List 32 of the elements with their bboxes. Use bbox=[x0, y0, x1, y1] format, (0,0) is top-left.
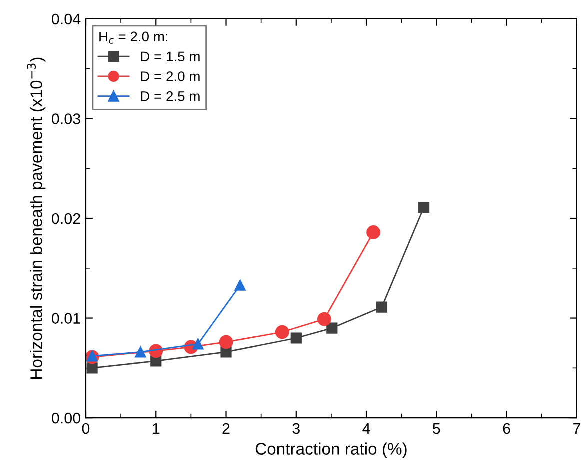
x-tick-label: 0 bbox=[82, 423, 90, 434]
x-tick-label: 1 bbox=[153, 423, 160, 434]
point bbox=[275, 325, 290, 340]
y-tick-label: 0.03 bbox=[52, 114, 80, 124]
point bbox=[86, 362, 98, 374]
y-axis-title: Horizontal strain beneath pavement (x10$^{−3}$) bbox=[27, 58, 46, 379]
point bbox=[326, 322, 338, 334]
point bbox=[192, 338, 204, 350]
point bbox=[135, 346, 146, 358]
x-tick-label: 2 bbox=[222, 423, 230, 434]
point bbox=[318, 312, 332, 326]
x-tick-label: 7 bbox=[573, 423, 580, 434]
legend-title: H$_{c}$ = 2.0 m: bbox=[100, 32, 168, 44]
point bbox=[366, 226, 380, 240]
point bbox=[219, 335, 234, 350]
x-tick-label: 4 bbox=[362, 423, 370, 434]
point bbox=[86, 350, 98, 362]
legend-label: D = 2.0 m bbox=[141, 72, 200, 82]
x-tick-label: 3 bbox=[292, 423, 300, 434]
x-tick-label: 5 bbox=[433, 423, 440, 434]
point bbox=[418, 202, 430, 214]
y-tick-label: 0.04 bbox=[52, 14, 81, 25]
point bbox=[290, 332, 302, 344]
point bbox=[376, 302, 388, 313]
y-tick-label: 0.00 bbox=[52, 412, 81, 424]
point bbox=[234, 280, 246, 291]
x-axis-title: Contraction ratio (%) bbox=[256, 442, 407, 458]
legend-label: D = 1.5 m bbox=[141, 52, 200, 62]
y-tick-label: 0.01 bbox=[52, 313, 80, 324]
x-tick-label: 6 bbox=[503, 423, 510, 434]
legend-label: D = 2.5 m bbox=[141, 92, 200, 102]
y-tick-label: 0.02 bbox=[52, 213, 80, 224]
